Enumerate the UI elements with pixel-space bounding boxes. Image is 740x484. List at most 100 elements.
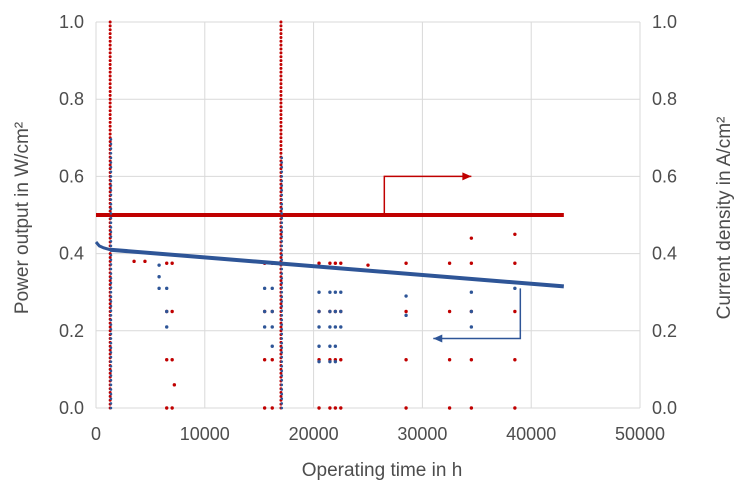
power-output-point (333, 359, 338, 364)
series-current-density (96, 20, 564, 410)
power-output-point (165, 286, 169, 291)
current-density-point (513, 358, 517, 362)
current-density-point (108, 93, 112, 97)
current-density-point (366, 263, 370, 267)
power-output-point (109, 216, 113, 220)
power-output-point (109, 239, 113, 243)
power-output-point (280, 295, 284, 299)
current-density-point (279, 394, 283, 398)
current-density-point (165, 261, 169, 265)
power-output-point (109, 281, 113, 285)
power-output-point (157, 286, 161, 291)
power-output-point (280, 332, 284, 336)
current-density-point (279, 371, 283, 375)
current-density-point (108, 186, 112, 190)
current-density-point (165, 358, 169, 362)
current-density-point (108, 20, 112, 24)
current-density-point (317, 406, 321, 410)
current-density-point (339, 358, 343, 362)
current-density-point (333, 406, 338, 410)
current-density-point (279, 97, 283, 101)
power-output-point (280, 383, 284, 387)
current-density-point (262, 358, 267, 362)
power-output-point (109, 327, 113, 331)
current-density-point (279, 186, 283, 190)
left-y-tick-label: 0.6 (59, 166, 84, 186)
power-output-point (280, 212, 284, 215)
power-output-point (280, 388, 284, 391)
power-output-point (109, 151, 113, 155)
power-output-point (109, 397, 113, 401)
power-output-point (333, 344, 338, 348)
current-density-point (447, 309, 452, 314)
current-density-point (279, 279, 283, 283)
power-output-point (317, 325, 321, 329)
current-density-point (172, 383, 177, 387)
power-output-point (262, 286, 267, 291)
power-output-point (333, 325, 338, 329)
power-output-point (317, 344, 321, 348)
power-output-point (280, 244, 284, 248)
annotation-arrow-head (433, 334, 443, 343)
current-density-point (262, 406, 267, 410)
current-density-point (108, 97, 112, 101)
power-output-point (109, 346, 113, 350)
power-output-point (280, 351, 284, 354)
current-density-point (328, 261, 332, 265)
power-output-point (109, 230, 113, 234)
current-density-point (108, 35, 112, 39)
current-density-point (108, 132, 112, 136)
current-density-point (279, 93, 283, 97)
power-output-point (469, 290, 474, 294)
power-output-point (270, 286, 274, 291)
power-output-point (280, 230, 284, 234)
left-y-tick-label: 0.2 (59, 321, 84, 341)
power-output-point (333, 290, 338, 294)
power-output-point (109, 179, 113, 183)
power-output-point (109, 323, 113, 326)
annotation-arrow-line (383, 175, 472, 217)
plot-area (94, 20, 565, 410)
current-density-point (108, 66, 112, 70)
power-output-point (280, 235, 284, 238)
power-output-point (280, 258, 284, 262)
power-output-point (109, 188, 113, 192)
current-density-point (404, 406, 408, 410)
current-density-point (170, 358, 174, 362)
power-output-point (280, 402, 284, 405)
current-density-point (279, 325, 283, 329)
current-density-point (328, 406, 332, 410)
current-density-point (108, 232, 112, 236)
current-density-point (108, 140, 112, 144)
current-density-point (279, 70, 283, 74)
current-density-point (279, 62, 283, 66)
current-density-point (447, 406, 452, 410)
current-density-point (279, 105, 283, 109)
current-density-point (165, 406, 169, 410)
right-y-tick-label: 0.4 (652, 244, 677, 264)
left-y-tick-label: 0.8 (59, 89, 84, 109)
power-output-point (317, 290, 321, 294)
power-output-point (513, 286, 517, 291)
power-output-point (280, 249, 284, 252)
current-density-point (279, 147, 283, 151)
power-output-point (109, 300, 113, 303)
current-density-point (279, 32, 283, 36)
power-output-point (109, 212, 113, 215)
current-density-point (279, 113, 283, 117)
power-output-point (280, 323, 284, 326)
power-output-point (109, 258, 113, 262)
current-density-point (469, 236, 474, 240)
power-output-point (109, 175, 113, 178)
current-density-point (279, 101, 283, 105)
right-y-tick-label: 1.0 (652, 12, 677, 32)
power-output-point (280, 281, 284, 285)
power-output-point (109, 309, 113, 313)
current-density-point (108, 47, 112, 51)
power-output-point (165, 309, 169, 314)
power-output-point (109, 337, 113, 340)
power-output-point (109, 244, 113, 248)
current-density-point (108, 86, 112, 90)
current-density-point (279, 78, 283, 82)
